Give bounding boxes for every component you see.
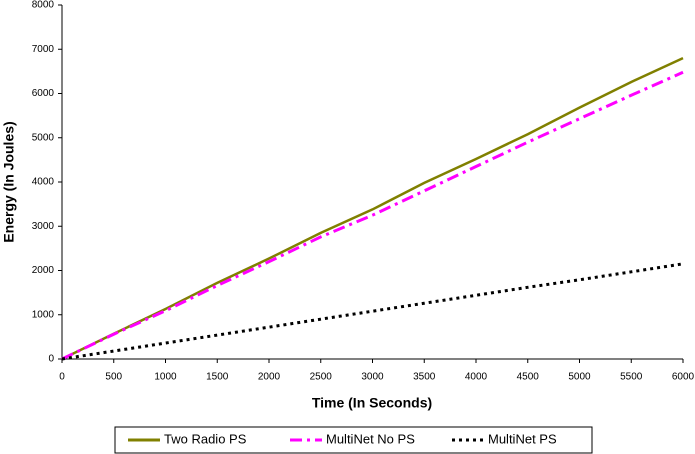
series-line bbox=[61, 262, 684, 361]
y-tick-label: 2000 bbox=[32, 265, 55, 276]
y-tick-label: 3000 bbox=[32, 221, 55, 232]
legend-label: MultiNet No PS bbox=[326, 431, 415, 446]
y-tick-label: 8000 bbox=[32, 0, 55, 11]
x-tick-label: 5500 bbox=[620, 372, 643, 383]
x-tick-label: 3000 bbox=[361, 372, 384, 383]
series-line bbox=[61, 56, 684, 361]
y-tick-label: 0 bbox=[48, 354, 54, 365]
x-tick-label: 1500 bbox=[206, 372, 229, 383]
y-tick-label: 7000 bbox=[32, 44, 55, 55]
x-tick-label: 2000 bbox=[258, 372, 281, 383]
y-axis-label: Energy (In Joules) bbox=[1, 121, 17, 242]
x-tick-label: 1000 bbox=[154, 372, 177, 383]
y-tick-label: 6000 bbox=[32, 88, 55, 99]
y-tick-label: 4000 bbox=[32, 177, 55, 188]
x-axis-label: Time (In Seconds) bbox=[312, 395, 432, 411]
x-tick-label: 5000 bbox=[568, 372, 591, 383]
legend-box bbox=[114, 426, 593, 454]
legend-label: MultiNet PS bbox=[488, 431, 557, 446]
y-tick-label: 1000 bbox=[32, 309, 55, 320]
series-line bbox=[61, 70, 684, 361]
x-tick-label: 3500 bbox=[413, 372, 436, 383]
legend-label: Two Radio PS bbox=[164, 431, 247, 446]
x-tick-label: 6000 bbox=[672, 372, 695, 383]
x-tick-label: 4000 bbox=[465, 372, 488, 383]
x-tick-label: 0 bbox=[59, 372, 65, 383]
x-tick-label: 2500 bbox=[310, 372, 333, 383]
x-tick-label: 4500 bbox=[517, 372, 540, 383]
x-tick-label: 500 bbox=[105, 372, 122, 383]
y-tick-label: 5000 bbox=[32, 132, 55, 143]
